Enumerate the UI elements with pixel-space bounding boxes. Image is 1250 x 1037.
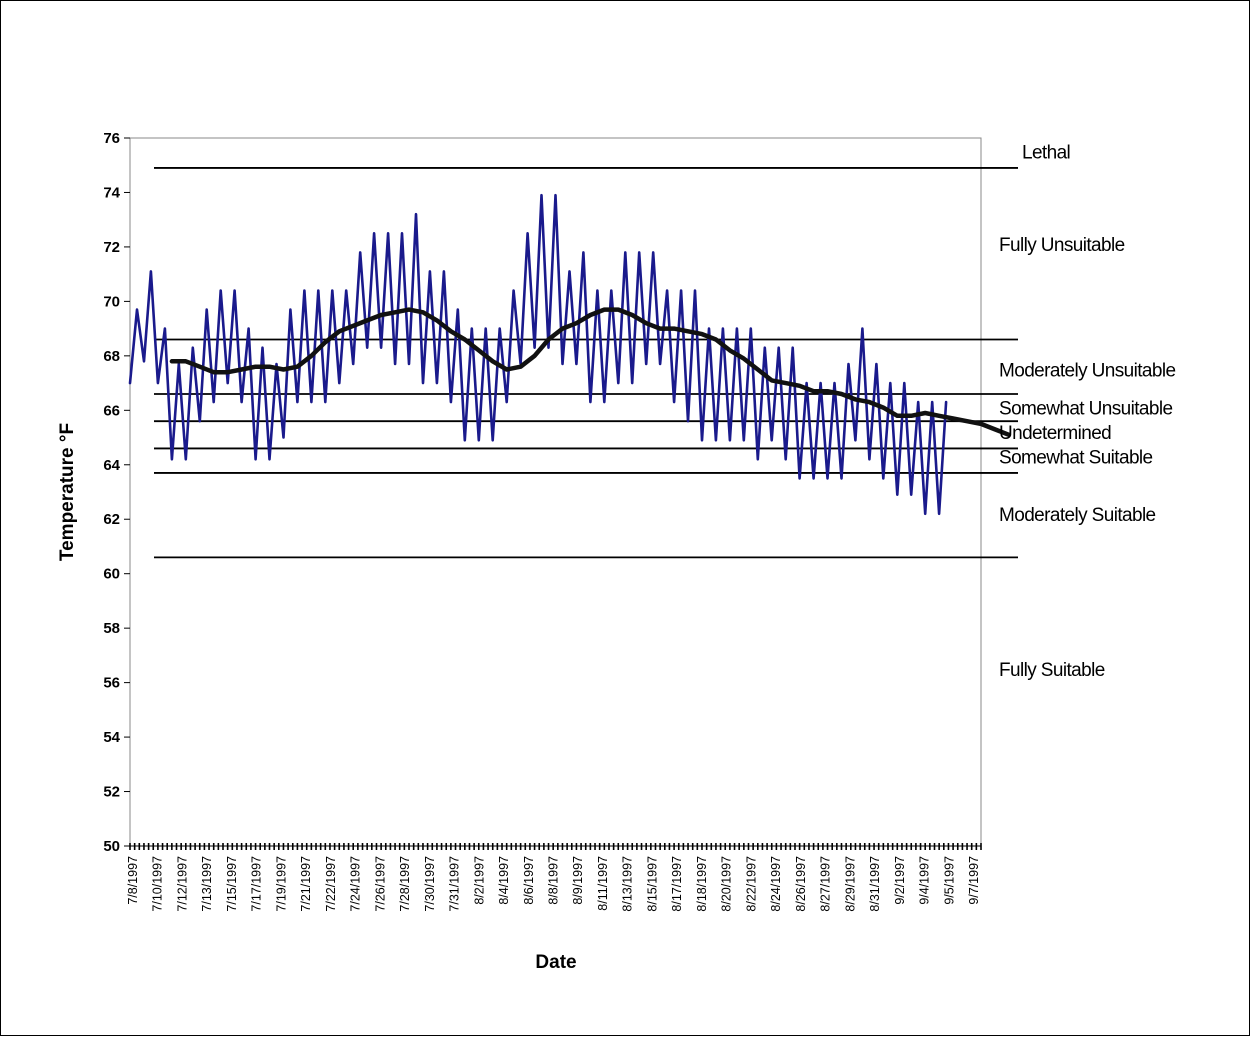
- x-tick-label: 7/24/1997: [349, 856, 363, 912]
- plot-area: [130, 138, 981, 846]
- x-tick-label: 8/13/1997: [621, 856, 635, 912]
- zone-label: Moderately Unsuitable: [999, 360, 1175, 381]
- x-tick-label: 8/2/1997: [472, 856, 486, 905]
- zone-label: Fully Suitable: [999, 660, 1105, 681]
- x-tick-label: 7/31/1997: [448, 856, 462, 912]
- x-tick-label: 8/18/1997: [695, 856, 709, 912]
- zone-label: Undetermined: [999, 423, 1111, 444]
- y-tick-label: 70: [103, 293, 120, 310]
- x-tick-label: 8/6/1997: [522, 856, 536, 905]
- x-tick-label: 8/27/1997: [819, 856, 833, 912]
- x-tick-label: 7/26/1997: [373, 856, 387, 912]
- y-tick-label: 76: [103, 130, 120, 147]
- x-tick-label: 7/8/1997: [126, 856, 140, 905]
- x-tick-label: 8/11/1997: [596, 856, 610, 911]
- x-tick-label: 7/28/1997: [398, 856, 412, 912]
- x-tick-label: 8/15/1997: [645, 856, 659, 912]
- x-tick-label: 9/5/1997: [942, 856, 956, 905]
- y-tick-label: 58: [103, 620, 120, 637]
- x-tick-label: 8/8/1997: [547, 856, 561, 905]
- x-tick-label: 8/26/1997: [794, 856, 808, 912]
- x-tick-label: 8/9/1997: [571, 856, 585, 905]
- y-tick-label: 74: [103, 184, 120, 201]
- x-tick-label: 7/30/1997: [423, 856, 437, 912]
- threshold-lines: [154, 168, 1018, 557]
- y-tick-label: 68: [103, 348, 120, 365]
- y-tick-label: 64: [103, 457, 120, 474]
- x-tick-label: 7/19/1997: [274, 856, 288, 912]
- zone-label: Moderately Suitable: [999, 505, 1156, 526]
- x-tick-label: 8/31/1997: [868, 856, 882, 912]
- x-tick-label: 8/24/1997: [769, 856, 783, 912]
- x-tick-label: 7/12/1997: [175, 856, 189, 912]
- x-tick-label: 9/4/1997: [918, 856, 932, 905]
- y-tick-label: 54: [103, 729, 120, 746]
- x-tick-label: 7/10/1997: [151, 856, 165, 912]
- x-tick-label: 8/20/1997: [720, 856, 734, 912]
- y-tick-label: 62: [103, 511, 120, 528]
- x-axis-title: Date: [535, 952, 576, 973]
- zone-label: Somewhat Suitable: [999, 448, 1153, 469]
- y-tick-label: 56: [103, 675, 120, 692]
- y-tick-label: 50: [103, 838, 120, 855]
- x-tick-label: 8/22/1997: [744, 856, 758, 912]
- y-tick-label: 52: [103, 784, 120, 801]
- x-tick-label: 9/2/1997: [893, 856, 907, 905]
- series-lines: [130, 195, 1009, 514]
- average-temperature-line: [172, 310, 1009, 435]
- x-tick-label: 7/22/1997: [324, 856, 338, 912]
- zone-labels: Lethal Fully Unsuitable Moderately Unsuita…: [999, 143, 1175, 681]
- y-tick-label: 72: [103, 239, 120, 256]
- zone-label: Lethal: [1022, 143, 1070, 164]
- zone-label: Somewhat Unsuitable: [999, 399, 1172, 420]
- x-tick-label: 7/15/1997: [225, 856, 239, 912]
- x-tick-label: 8/17/1997: [670, 856, 684, 912]
- x-tick-label: 7/13/1997: [200, 856, 214, 912]
- x-tick-label: 7/21/1997: [299, 856, 313, 912]
- x-tick-label: 7/17/1997: [250, 856, 264, 912]
- x-tick-label: 9/7/1997: [967, 856, 981, 905]
- y-axis: 50 52 54 56 58 60 62 64 66 68 70 72 74 76: [103, 130, 130, 855]
- x-tick-label: 8/4/1997: [497, 856, 511, 905]
- y-tick-label: 66: [103, 402, 120, 419]
- y-axis-title: Temperature °F: [57, 423, 78, 561]
- zone-label: Fully Unsuitable: [999, 235, 1125, 256]
- y-tick-label: 60: [103, 566, 120, 583]
- x-axis: 7/8/1997 7/10/1997 7/12/1997 7/13/1997 7/15/…: [126, 843, 981, 912]
- x-tick-label: 8/29/1997: [843, 856, 857, 912]
